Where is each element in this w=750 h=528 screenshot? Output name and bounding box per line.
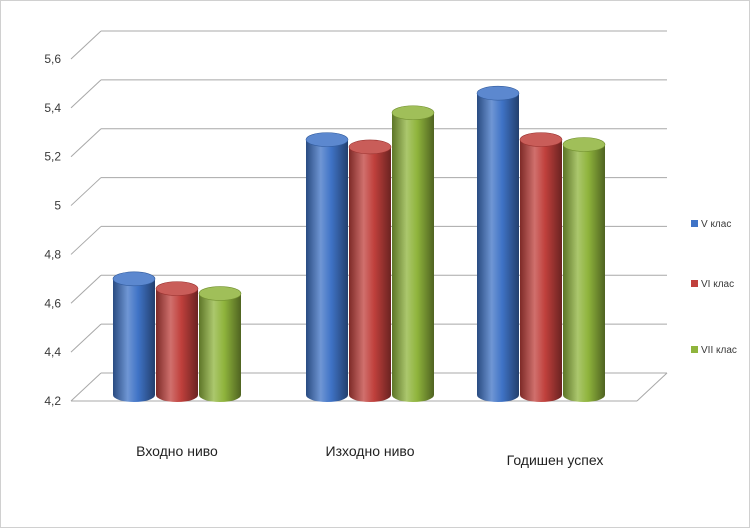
gridline-side	[70, 372, 102, 402]
category-label: Входно ниво	[136, 443, 218, 459]
bar-1-0	[306, 139, 348, 402]
bar-2-0	[477, 93, 519, 402]
legend-swatch	[691, 220, 698, 227]
gridline-side	[70, 177, 102, 206]
gridline-side	[70, 323, 102, 353]
gridline-side	[70, 30, 102, 60]
y-tick-label: 5	[54, 199, 61, 213]
legend-label: VI клас	[701, 279, 734, 290]
legend-label: VII клас	[701, 345, 737, 356]
category-label: Годишен успех	[507, 452, 604, 468]
y-tick-label: 5,2	[44, 150, 61, 164]
y-tick-label: 4,6	[44, 296, 61, 310]
y-tick-label: 4,4	[44, 345, 61, 359]
legend-label: V клас	[701, 219, 731, 230]
bar-top-1-1	[348, 139, 392, 155]
y-tick-label: 5,6	[44, 52, 61, 66]
bar-top-1-2	[391, 105, 435, 121]
gridline-side	[70, 274, 102, 304]
gridline-side	[70, 79, 102, 109]
bar-0-2	[199, 293, 241, 402]
bar-2-1	[520, 139, 562, 402]
bar-1-1	[349, 146, 391, 402]
legend: V клас VI клас VII клас	[691, 219, 737, 356]
legend-swatch	[691, 346, 698, 353]
legend-swatch	[691, 280, 698, 287]
bars-layer	[112, 85, 606, 402]
x-axis-categories: Входно ниво Изходно ниво Годишен успех	[136, 443, 603, 468]
bar-1-2	[392, 112, 434, 402]
bar-2-2	[563, 144, 605, 402]
floor-right-edge	[636, 372, 668, 402]
y-axis-ticks: 4,2 4,4 4,6 4,8 5 5,2 5,4 5,6	[44, 52, 61, 408]
y-tick-label: 5,4	[44, 101, 61, 115]
y-tick-label: 4,2	[44, 394, 61, 408]
bar-top-1-0	[305, 132, 349, 147]
bar-top-2-2	[562, 137, 606, 152]
bar-top-2-0	[476, 85, 520, 101]
gridline-side	[70, 128, 102, 158]
bar-top-2-1	[519, 132, 563, 147]
gridline-side	[70, 226, 102, 255]
y-tick-label: 4,8	[44, 247, 61, 261]
bar-top-0-0	[112, 271, 156, 287]
bar-top-0-2	[198, 286, 242, 301]
bar-0-1	[156, 288, 198, 402]
bar-top-0-1	[155, 281, 199, 296]
category-label: Изходно ниво	[326, 443, 415, 459]
bar-0-0	[113, 278, 155, 402]
